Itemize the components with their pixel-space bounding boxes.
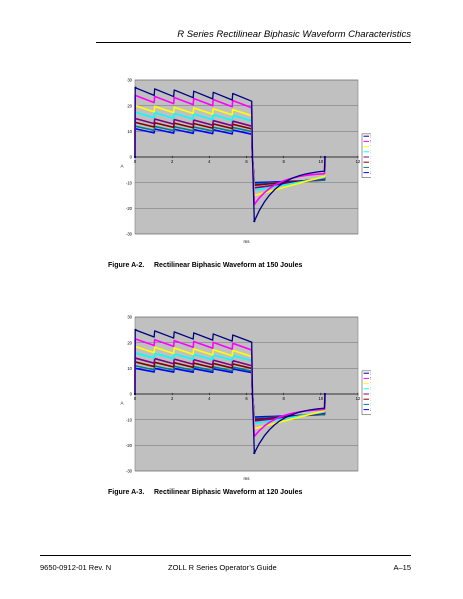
header-rule: [96, 42, 411, 43]
x-tick-label: 12: [356, 159, 361, 164]
x-tick-label: 10: [318, 396, 323, 401]
series-line-50-ohm: [134, 94, 326, 206]
caption-text: Rectilinear Biphasic Waveform at 150 Jou…: [154, 262, 303, 269]
x-tick-label: 4: [208, 159, 211, 164]
footer-guide-title: ZOLL R Series Operator’s Guide: [168, 563, 277, 572]
legend-box: [361, 133, 371, 178]
legend-entry: 125 Ohm: [370, 155, 371, 159]
x-tick-label: 8: [282, 159, 285, 164]
legend-entry: 125 Ohm: [370, 392, 371, 396]
legend-entry: 25 Ohm: [370, 135, 371, 139]
legend-entry: 75 Ohm: [370, 145, 371, 149]
legend-entry: 100 Ohm: [370, 150, 371, 154]
legend-entry: 175 Ohm: [370, 166, 371, 170]
legend-entry: 175 Ohm: [370, 403, 371, 407]
footer-rule: [40, 555, 411, 556]
series-line-25-ohm: [134, 87, 326, 222]
y-tick-label: 30: [127, 315, 132, 320]
legend-box: [361, 370, 371, 415]
legend-entry: 200 Ohm: [370, 171, 371, 175]
x-tick-label: 6: [245, 396, 248, 401]
series-line-75-ohm: [134, 104, 326, 197]
x-tick-label: 4: [208, 396, 211, 401]
y-axis-label: A: [120, 163, 123, 168]
x-axis-label: ms: [244, 476, 251, 481]
data-point: [134, 86, 137, 89]
x-tick-label: 2: [171, 396, 174, 401]
waveform-chart-120-joules: 30 20 10 0 -10 -20 -30 0 2 4 6 8 10 12 Ams 25 Ohm50 Ohm…: [120, 315, 371, 481]
data-point: [133, 392, 137, 396]
waveform-chart-150-joules: 30 20 10 0 -10 -20 -30 0 2 4 6 8 10 12 Ams 25 Ohm50 Ohm…: [120, 78, 371, 244]
series-line-75-ohm: [134, 345, 326, 430]
figure-caption-a2: Figure A-2. Rectilinear Biphasic Waveform…: [108, 262, 302, 269]
footer-doc-number: 9650-0912-01 Rev. N: [40, 563, 112, 572]
legend-entry: 75 Ohm: [370, 382, 371, 386]
data-point: [250, 155, 254, 159]
y-tick-label: 0: [130, 392, 133, 397]
legend-entry: 200 Ohm: [370, 408, 371, 412]
x-tick-label: 6: [245, 159, 248, 164]
y-tick-label: -30: [126, 232, 133, 237]
y-tick-label: -10: [126, 417, 133, 422]
legend-entry: 25 Ohm: [370, 372, 371, 376]
data-point: [323, 392, 327, 396]
legend-entry: 50 Ohm: [370, 377, 371, 381]
y-tick-label: 10: [127, 366, 132, 371]
data-point: [253, 451, 256, 455]
y-tick-label: -20: [126, 206, 133, 211]
x-tick-label: 10: [318, 159, 323, 164]
data-point: [134, 328, 137, 331]
data-point: [133, 155, 137, 159]
caption-label: Figure A-2.: [108, 262, 145, 269]
footer-page-number: A–15: [393, 563, 411, 572]
figure-caption-a3: Figure A-3. Rectilinear Biphasic Waveform…: [108, 489, 302, 496]
y-axis-label: A: [120, 400, 123, 405]
y-tick-label: -30: [126, 469, 133, 474]
x-axis-label: ms: [244, 239, 251, 244]
y-tick-label: 20: [127, 103, 132, 108]
legend-entry: 50 Ohm: [370, 140, 371, 144]
series-line-25-ohm: [134, 329, 326, 454]
data-point: [253, 220, 256, 223]
legend-entry: 150 Ohm: [370, 161, 371, 165]
x-tick-label: 0: [134, 159, 137, 164]
y-tick-label: 0: [130, 155, 133, 160]
legend-entry: 100 Ohm: [370, 387, 371, 391]
legend-entry: 150 Ohm: [370, 398, 371, 402]
data-point: [250, 392, 254, 396]
y-tick-label: 30: [127, 78, 132, 83]
x-tick-label: 0: [134, 396, 137, 401]
caption-text: Rectilinear Biphasic Waveform at 120 Jou…: [154, 489, 303, 496]
y-tick-label: 10: [127, 129, 132, 134]
y-tick-label: -20: [126, 443, 133, 448]
x-tick-label: 8: [282, 396, 285, 401]
y-tick-label: -10: [126, 180, 133, 185]
x-tick-label: 12: [356, 396, 361, 401]
caption-label: Figure A-3.: [108, 489, 145, 496]
x-tick-label: 2: [171, 159, 174, 164]
data-point: [323, 155, 327, 159]
running-header-title: R Series Rectilinear Biphasic Waveform C…: [177, 29, 411, 40]
y-tick-label: 20: [127, 340, 132, 345]
